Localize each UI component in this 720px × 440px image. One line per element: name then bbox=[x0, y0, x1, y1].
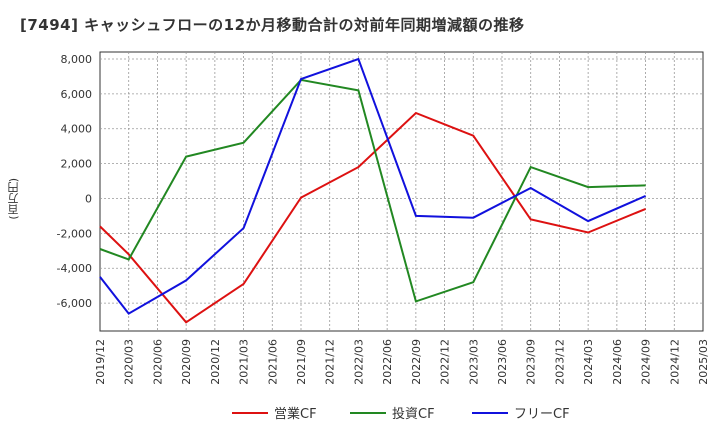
x-tick-label: 2024/12 bbox=[668, 339, 681, 385]
gridlines bbox=[99, 51, 704, 332]
x-tick-label: 2023/06 bbox=[496, 339, 509, 385]
legend-label: 投資CF bbox=[392, 406, 435, 422]
x-tick-label: 2023/09 bbox=[525, 339, 538, 385]
series-line-投資CF bbox=[99, 78, 646, 303]
x-tick-label: 2025/03 bbox=[697, 339, 710, 385]
y-tick-label: -6,000 bbox=[57, 297, 92, 310]
x-tick-label: 2019/12 bbox=[94, 339, 107, 385]
y-axis-ticks: 8,000 6,000 4,000 2,000 0 -2,000 -4,000 -6,000 bbox=[57, 53, 92, 310]
y-tick-label: 8,000 bbox=[61, 53, 93, 66]
legend-label: 営業CF bbox=[274, 406, 317, 422]
x-tick-label: 2021/03 bbox=[238, 339, 251, 385]
x-tick-label: 2020/12 bbox=[209, 339, 222, 385]
series-lines bbox=[99, 57, 647, 324]
y-tick-label: 0 bbox=[85, 192, 92, 205]
legend-label: フリーCF bbox=[514, 407, 570, 422]
x-tick-label: 2021/12 bbox=[324, 339, 337, 385]
legend: 営業CF 投資CF フリーCF bbox=[232, 406, 570, 422]
x-tick-label: 2020/09 bbox=[180, 339, 193, 385]
series-line-フリーCF bbox=[99, 57, 647, 315]
y-tick-label: 6,000 bbox=[61, 88, 93, 101]
y-tick-label: 2,000 bbox=[61, 158, 93, 171]
x-tick-label: 2022/03 bbox=[352, 339, 365, 385]
x-tick-label: 2024/09 bbox=[640, 339, 653, 385]
x-tick-label: 2023/03 bbox=[467, 339, 480, 385]
x-tick-label: 2021/06 bbox=[266, 339, 279, 385]
x-tick-label: 2024/06 bbox=[611, 339, 624, 385]
x-tick-label: 2024/03 bbox=[582, 339, 595, 385]
x-tick-label: 2022/09 bbox=[410, 339, 423, 385]
y-tick-label: -4,000 bbox=[57, 262, 92, 275]
x-axis-ticks: 2019/12 2020/03 2020/06 2020/09 2020/12 2021/… bbox=[94, 339, 710, 385]
y-tick-label: -2,000 bbox=[57, 227, 92, 240]
x-tick-label: 2020/06 bbox=[151, 339, 164, 385]
x-tick-label: 2022/06 bbox=[381, 339, 394, 385]
chart-title: [7494] キャッシュフローの12か月移動合計の対前年同期増減額の推移 bbox=[20, 16, 525, 34]
series-line-営業CF bbox=[99, 111, 646, 324]
x-tick-label: 2020/03 bbox=[123, 339, 136, 385]
plot-frame bbox=[99, 51, 704, 332]
y-tick-label: 4,000 bbox=[61, 123, 93, 136]
x-tick-label: 2023/12 bbox=[553, 339, 566, 385]
x-tick-label: 2022/12 bbox=[439, 339, 452, 385]
x-tick-label: 2021/09 bbox=[295, 339, 308, 385]
